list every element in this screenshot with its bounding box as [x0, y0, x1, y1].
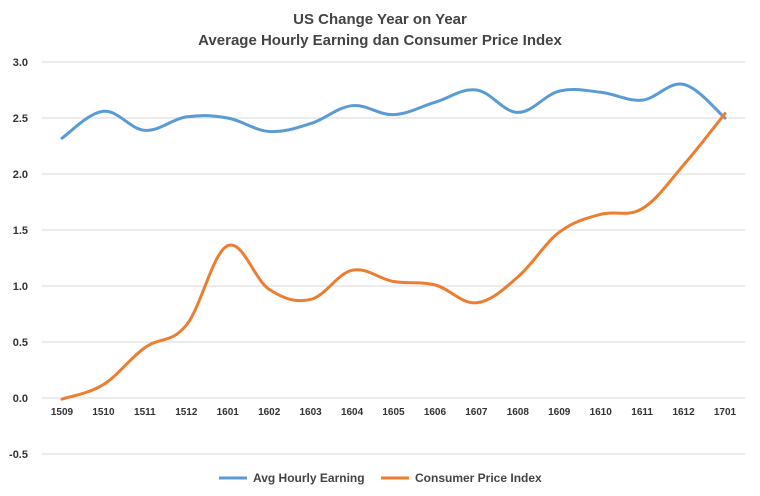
- y-tick-label: 3.0: [13, 57, 28, 69]
- gridlines: [42, 61, 745, 455]
- x-tick-label-1603: 1603: [300, 407, 323, 418]
- legend: Avg Hourly Earning Consumer Price Index: [219, 471, 542, 485]
- x-tick-label-1608: 1608: [507, 407, 530, 418]
- y-tick-label: 2.0: [13, 169, 28, 181]
- legend-label-consumer-price-index: Consumer Price Index: [415, 471, 542, 485]
- x-tick-label-1601: 1601: [217, 407, 240, 418]
- x-tick-label-1701: 1701: [714, 407, 737, 418]
- series-line-consumer-price-index: [60, 112, 727, 401]
- y-tick-label: 1.0: [13, 281, 28, 293]
- x-tick-label-1605: 1605: [382, 407, 405, 418]
- x-tick-label-1612: 1612: [672, 407, 695, 418]
- y-tick-label: 2.5: [13, 113, 28, 125]
- y-axis-ticks: 3.0 2.5 2.0 1.5 1.0 0.5 0.0 -0.5: [9, 57, 28, 461]
- series-lines: [60, 82, 727, 401]
- x-tick-label-1610: 1610: [590, 407, 613, 418]
- x-axis-ticks: 1509 1510 1511 1512 1601 1602 1603 1604 1605 1606…: [51, 407, 737, 418]
- x-tick-label-1604: 1604: [341, 407, 364, 418]
- x-tick-label-1602: 1602: [258, 407, 281, 418]
- y-tick-label: 0.0: [13, 393, 28, 405]
- x-tick-label-1511: 1511: [134, 407, 156, 418]
- legend-label-avg-hourly-earning: Avg Hourly Earning: [253, 471, 365, 485]
- x-tick-label-1509: 1509: [51, 407, 74, 418]
- x-tick-label-1512: 1512: [175, 407, 198, 418]
- y-tick-label: -0.5: [9, 449, 28, 461]
- chart-title-line-1: US Change Year on Year: [293, 11, 467, 28]
- series-line-avg-hourly-earning: [60, 82, 727, 140]
- x-tick-label-1606: 1606: [424, 407, 447, 418]
- x-tick-label-1609: 1609: [548, 407, 571, 418]
- chart-title-line-2: Average Hourly Earning dan Consumer Pric…: [198, 32, 562, 49]
- x-tick-label-1510: 1510: [92, 407, 115, 418]
- x-tick-label-1611: 1611: [631, 407, 653, 418]
- y-tick-label: 0.5: [13, 337, 28, 349]
- y-tick-label: 1.5: [13, 225, 28, 237]
- x-tick-label-1607: 1607: [465, 407, 488, 418]
